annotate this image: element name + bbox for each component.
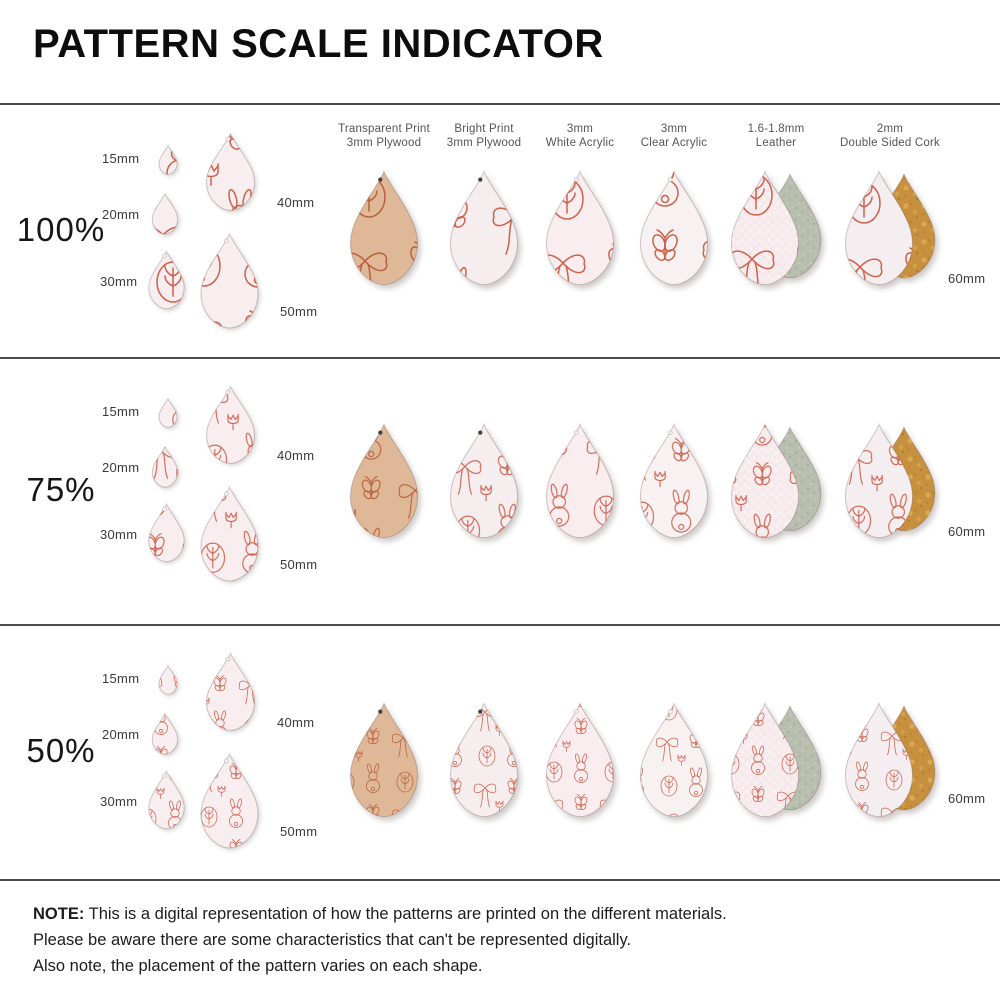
teardrop-30mm-icon xyxy=(147,250,186,310)
material-header-line2: Double Sided Cork xyxy=(840,137,940,149)
teardrop-15mm-icon xyxy=(158,665,178,695)
size-label-15mm: 15mm xyxy=(102,151,140,166)
material-header-bright-plywood: Bright Print 3mm Plywood xyxy=(409,122,559,150)
teardrop-15mm-icon xyxy=(158,145,178,175)
size-label-40mm: 40mm xyxy=(277,715,315,730)
material-teardrop-clear-acrylic xyxy=(637,422,711,540)
material-header-line1: 1.6-1.8mm xyxy=(747,123,805,135)
material-header-cork: 2mm Double Sided Cork xyxy=(815,122,965,150)
material-teardrop-bright-plywood xyxy=(447,422,521,540)
size-label-60mm: 60mm xyxy=(948,524,986,539)
material-teardrop-bright-plywood xyxy=(447,169,521,287)
material-header-line1: Bright Print xyxy=(454,123,514,135)
material-header-line1: Transparent Print xyxy=(338,123,430,135)
material-teardrop-cork-pair xyxy=(842,422,940,540)
material-teardrop-white-acrylic xyxy=(543,701,617,819)
size-label-40mm: 40mm xyxy=(277,195,315,210)
material-header-line1: 3mm xyxy=(566,123,594,135)
scale-label-50: 50% xyxy=(26,732,96,770)
teardrop-30mm-icon xyxy=(147,503,186,563)
material-teardrop-white-acrylic xyxy=(543,422,617,540)
teardrop-50mm-icon xyxy=(198,752,261,850)
material-teardrop-transparent-plywood xyxy=(347,422,421,540)
note-prefix: NOTE: xyxy=(33,905,85,923)
divider-row2-row3 xyxy=(0,624,1000,626)
material-header-transparent-plywood: Transparent Print 3mm Plywood xyxy=(309,122,459,150)
teardrop-40mm-icon xyxy=(204,132,257,212)
size-label-20mm: 20mm xyxy=(102,460,140,475)
material-teardrop-clear-acrylic xyxy=(637,701,711,819)
material-teardrop-clear-acrylic xyxy=(637,169,711,287)
material-teardrop-leather-pair xyxy=(728,169,826,287)
size-label-40mm: 40mm xyxy=(277,448,315,463)
size-label-50mm: 50mm xyxy=(280,824,318,839)
material-teardrop-bright-plywood xyxy=(447,701,521,819)
teardrop-40mm-icon xyxy=(204,385,257,465)
material-teardrop-white-acrylic xyxy=(543,169,617,287)
teardrop-20mm-icon xyxy=(151,193,179,235)
material-teardrop-transparent-plywood xyxy=(347,169,421,287)
size-label-20mm: 20mm xyxy=(102,727,140,742)
material-header-line2: White Acrylic xyxy=(545,137,615,149)
material-header-line1: 2mm xyxy=(876,123,904,135)
material-teardrop-leather-pair xyxy=(728,422,826,540)
size-label-15mm: 15mm xyxy=(102,671,140,686)
teardrop-30mm-icon xyxy=(147,770,186,830)
size-label-50mm: 50mm xyxy=(280,557,318,572)
note-text-1: This is a digital representation of how … xyxy=(88,905,727,923)
scale-label-100: 100% xyxy=(16,211,106,249)
material-header-line1: 3mm xyxy=(660,123,688,135)
note-block: NOTE: This is a digital representation o… xyxy=(33,903,727,981)
material-header-leather: 1.6-1.8mm Leather xyxy=(701,122,851,150)
teardrop-40mm-icon xyxy=(204,652,257,732)
material-header-white-acrylic: 3mm White Acrylic xyxy=(505,122,655,150)
size-label-30mm: 30mm xyxy=(100,274,138,289)
scale-row-100: 100% Transparent Print 3mm Plywood Brigh… xyxy=(0,105,1000,357)
page-title: PATTERN SCALE INDICATOR xyxy=(33,22,604,66)
size-label-30mm: 30mm xyxy=(100,794,138,809)
scale-label-75: 75% xyxy=(26,471,96,509)
size-label-15mm: 15mm xyxy=(102,404,140,419)
note-line-2: Please be aware there are some character… xyxy=(33,931,632,949)
material-header-line2: Clear Acrylic xyxy=(640,137,708,149)
material-header-line2: 3mm Plywood xyxy=(346,137,422,149)
material-teardrop-cork-pair xyxy=(842,169,940,287)
divider-bottom xyxy=(0,879,1000,881)
material-header-clear-acrylic: 3mm Clear Acrylic xyxy=(599,122,749,150)
material-header-line2: 3mm Plywood xyxy=(446,137,522,149)
material-teardrop-cork-pair xyxy=(842,701,940,819)
size-label-60mm: 60mm xyxy=(948,271,986,286)
teardrop-15mm-icon xyxy=(158,398,178,428)
scale-row-50: 50% 15mm 20mm 30mm 40mm 50mm 60mm xyxy=(0,625,1000,879)
note-line-1: NOTE: This is a digital representation o… xyxy=(33,903,727,925)
teardrop-20mm-icon xyxy=(151,446,179,488)
material-header-line2: Leather xyxy=(755,137,797,149)
divider-top xyxy=(0,103,1000,105)
note-line-3: Also note, the placement of the pattern … xyxy=(33,957,483,975)
material-teardrop-leather-pair xyxy=(728,701,826,819)
size-label-50mm: 50mm xyxy=(280,304,318,319)
teardrop-50mm-icon xyxy=(198,485,261,583)
scale-row-75: 75% 15mm 20mm 30mm 40mm 50mm 60mm xyxy=(0,358,1000,624)
teardrop-20mm-icon xyxy=(151,713,179,755)
material-teardrop-transparent-plywood xyxy=(347,701,421,819)
divider-row1-row2 xyxy=(0,357,1000,359)
size-label-20mm: 20mm xyxy=(102,207,140,222)
teardrop-50mm-icon xyxy=(198,232,261,330)
size-label-30mm: 30mm xyxy=(100,527,138,542)
size-label-60mm: 60mm xyxy=(948,791,986,806)
